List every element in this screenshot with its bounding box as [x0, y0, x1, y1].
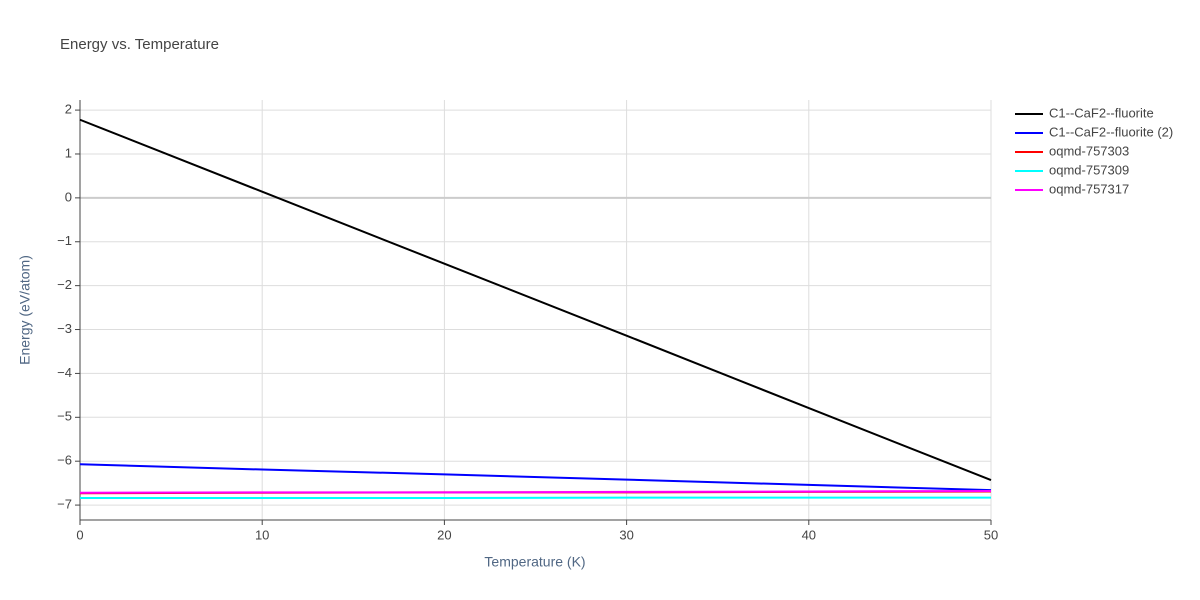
y-tick-label: −6 — [57, 453, 72, 468]
y-tick-label: −1 — [57, 233, 72, 248]
y-axis-title: Energy (eV/atom) — [17, 255, 33, 365]
y-tick-label: −2 — [57, 277, 72, 292]
y-tick-label: 2 — [65, 102, 72, 117]
y-tick-label: −7 — [57, 497, 72, 512]
y-tick-label: −5 — [57, 409, 72, 424]
x-tick-label: 40 — [802, 527, 816, 542]
series-line — [79, 463, 992, 492]
y-tick-label: 1 — [65, 145, 72, 160]
legend-label: oqmd-757309 — [1049, 162, 1129, 177]
x-tick-label: 50 — [984, 527, 998, 542]
x-tick-label: 10 — [255, 527, 269, 542]
x-tick-label: 0 — [76, 527, 83, 542]
x-tick-label: 20 — [437, 527, 451, 542]
legend-label: C1--CaF2--fluorite — [1049, 105, 1154, 120]
legend-label: C1--CaF2--fluorite (2) — [1049, 124, 1173, 139]
series-line — [79, 490, 992, 494]
legend-label: oqmd-757317 — [1049, 181, 1129, 196]
x-axis-title: Temperature (K) — [484, 554, 585, 570]
series-line — [79, 118, 992, 481]
legend-label: oqmd-757303 — [1049, 143, 1129, 158]
y-tick-label: −3 — [57, 321, 72, 336]
y-tick-label: 0 — [65, 189, 72, 204]
chart-title: Energy vs. Temperature — [60, 36, 219, 53]
y-tick-label: −4 — [57, 365, 72, 380]
x-tick-label: 30 — [619, 527, 633, 542]
